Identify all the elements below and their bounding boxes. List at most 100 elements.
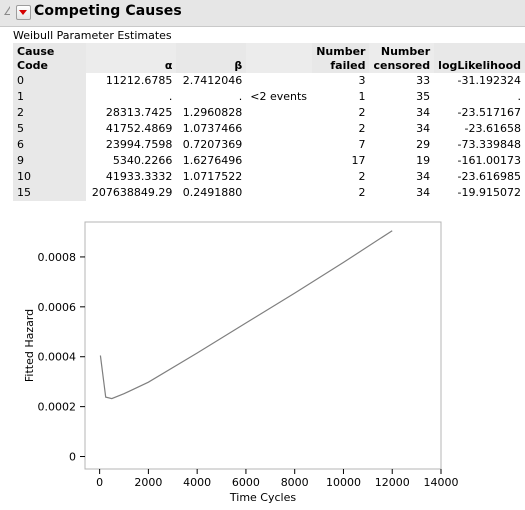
col-header-number-failed-line1: Number	[316, 45, 366, 58]
y-tick-label: 0.0006	[38, 301, 77, 314]
table-row: 6 23994.7598 0.7207369 7 29 -73.339848	[13, 137, 525, 153]
col-header-number-censored[interactable]: Number censored	[369, 43, 435, 73]
cell-beta: 1.0717522	[182, 170, 243, 183]
y-tick-label: 0.0002	[38, 401, 77, 414]
cell-cause-code: 9	[13, 153, 87, 169]
col-header-loglikelihood[interactable]: logLikelihood	[434, 43, 525, 73]
col-header-note	[246, 43, 313, 73]
cell-number-failed: 1	[358, 90, 366, 103]
col-header-number-failed-line2: failed	[330, 59, 366, 72]
y-tick-label: 0.0008	[38, 251, 77, 264]
cell-note	[246, 73, 312, 89]
x-tick-label: 12000	[375, 476, 410, 489]
cell-note	[246, 153, 312, 169]
cell-number-failed: 2	[358, 106, 366, 119]
cell-loglikelihood: -23.616985	[457, 170, 521, 183]
col-header-number-censored-line1: Number	[380, 45, 431, 58]
cell-cause-code: 15	[13, 185, 87, 201]
cell-loglikelihood: .	[517, 90, 522, 103]
table-row: 10 41933.3332 1.0717522 2 34 -23.616985	[13, 169, 525, 185]
x-tick-label: 2000	[134, 476, 162, 489]
cell-note: <2 events	[250, 90, 308, 103]
cell-alpha: 5340.2266	[112, 154, 173, 167]
cell-alpha: 207638849.29	[91, 186, 173, 199]
x-tick-label: 14000	[424, 476, 459, 489]
cell-number-failed: 2	[358, 170, 366, 183]
cell-number-censored: 19	[416, 154, 431, 167]
y-tick-label: 0	[69, 451, 76, 464]
cell-loglikelihood: -73.339848	[457, 138, 521, 151]
cell-cause-code: 0	[13, 73, 87, 89]
table-row: 2 28313.7425 1.2960828 2 34 -23.517167	[13, 105, 525, 121]
cell-number-censored: 34	[416, 170, 431, 183]
red-triangle-icon	[19, 10, 27, 15]
col-header-alpha[interactable]: α	[86, 43, 177, 73]
cell-number-censored: 33	[416, 74, 431, 87]
cell-loglikelihood: -19.915072	[457, 186, 521, 199]
cell-number-failed: 3	[358, 74, 366, 87]
col-header-beta[interactable]: β	[176, 43, 247, 73]
report-header: Competing Causes	[0, 0, 525, 27]
col-header-number-failed[interactable]: Number failed	[312, 43, 370, 73]
cell-note	[246, 105, 312, 121]
cell-alpha: 41752.4869	[105, 122, 173, 135]
cell-number-censored: 34	[416, 106, 431, 119]
cell-number-failed: 2	[358, 122, 366, 135]
x-tick-label: 0	[96, 476, 103, 489]
cell-number-censored: 29	[416, 138, 431, 151]
table-row: 15 207638849.29 0.2491880 2 34 -19.91507…	[13, 185, 525, 201]
weibull-estimates-table: Cause Code α β Number failed Number cens…	[13, 43, 525, 201]
cell-number-failed: 2	[358, 186, 366, 199]
x-tick-label: 8000	[281, 476, 309, 489]
cell-loglikelihood: -23.517167	[457, 106, 521, 119]
cell-beta: 0.7207369	[182, 138, 243, 151]
cell-alpha: 41933.3332	[105, 170, 173, 183]
disclosure-triangle-icon[interactable]	[4, 6, 10, 15]
cell-note	[246, 185, 312, 201]
table-header-row: Cause Code α β Number failed Number cens…	[13, 43, 525, 73]
cell-number-censored: 35	[416, 90, 431, 103]
cell-cause-code: 10	[13, 169, 87, 185]
red-triangle-menu-button[interactable]	[16, 5, 31, 20]
table-title: Weibull Parameter Estimates	[13, 29, 172, 42]
cell-note	[246, 137, 312, 153]
cell-beta: .	[238, 90, 243, 103]
cell-beta: 0.2491880	[182, 186, 243, 199]
cell-loglikelihood: -23.61658	[464, 122, 521, 135]
table-row: 5 41752.4869 1.0737466 2 34 -23.61658	[13, 121, 525, 137]
x-tick-label: 6000	[232, 476, 260, 489]
cell-alpha: 11212.6785	[105, 74, 173, 87]
x-tick-label: 10000	[326, 476, 361, 489]
fitted-hazard-chart: 0 2000 4000 6000 8000 10000 12000 14000 0 0.0002 0…	[23, 221, 459, 504]
table-row: 1 . . <2 events 1 35 .	[13, 89, 525, 105]
cell-cause-code: 6	[13, 137, 87, 153]
x-tick-label: 4000	[183, 476, 211, 489]
cell-loglikelihood: -31.192324	[457, 74, 521, 87]
x-axis-label: Time Cycles	[229, 491, 296, 504]
cell-number-failed: 17	[351, 154, 366, 167]
col-header-number-censored-line2: censored	[373, 59, 431, 72]
cell-alpha: .	[168, 90, 173, 103]
cell-beta: 2.7412046	[182, 74, 243, 87]
table-row: 9 5340.2266 1.6276496 17 19 -161.00173	[13, 153, 525, 169]
cell-beta: 1.6276496	[182, 154, 243, 167]
cell-note	[246, 169, 312, 185]
y-axis-label: Fitted Hazard	[23, 309, 36, 382]
cell-cause-code: 2	[13, 105, 87, 121]
y-tick-label: 0.0004	[38, 351, 77, 364]
table-row: 0 11212.6785 2.7412046 3 33 -31.192324	[13, 73, 525, 89]
report-title: Competing Causes	[34, 3, 182, 19]
cell-alpha: 23994.7598	[105, 138, 173, 151]
plot-frame	[84, 221, 442, 470]
cell-beta: 1.0737466	[182, 122, 243, 135]
cell-beta: 1.2960828	[182, 106, 243, 119]
fitted-hazard-line	[99, 230, 393, 400]
cell-note	[246, 121, 312, 137]
table-body: 0 11212.6785 2.7412046 3 33 -31.192324 1…	[13, 73, 525, 201]
col-header-cause-code[interactable]: Cause Code	[13, 43, 87, 73]
cell-number-failed: 7	[358, 138, 366, 151]
cell-number-censored: 34	[416, 186, 431, 199]
cell-alpha: 28313.7425	[105, 106, 173, 119]
cell-cause-code: 1	[13, 89, 87, 105]
